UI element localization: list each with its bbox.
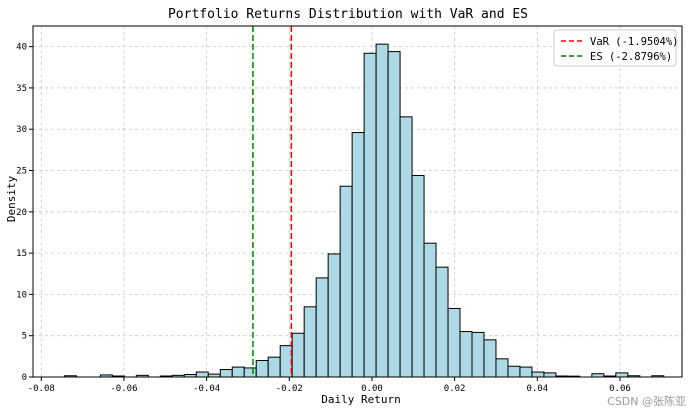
y-tick-label: 40 (16, 43, 27, 53)
legend-label: ES (-2.8796%) (590, 51, 672, 63)
histogram-bar (399, 116, 413, 378)
histogram-bar (351, 132, 365, 378)
histogram-bar (231, 366, 245, 378)
y-tick-label: 5 (22, 332, 27, 342)
x-tick-label: -0.08 (28, 384, 55, 394)
x-tick-label: -0.06 (110, 384, 137, 394)
y-tick-label: 30 (16, 125, 27, 135)
histogram-bar (243, 367, 257, 378)
y-tick-label: 35 (16, 84, 27, 94)
y-tick-label: 15 (16, 249, 27, 259)
histogram-bar (435, 266, 449, 378)
histogram-bar (255, 359, 269, 378)
histogram-bar (375, 43, 389, 378)
legend-box (553, 29, 677, 67)
histogram-bar (615, 372, 629, 378)
x-tick-label: -0.04 (193, 384, 220, 394)
y-tick-label: 0 (22, 373, 27, 383)
histogram-bar (483, 339, 497, 378)
histogram-bar (471, 331, 485, 378)
histogram-bar (543, 372, 557, 378)
chart-title: Portfolio Returns Distribution with VaR … (168, 7, 528, 22)
y-axis-label: Density (5, 175, 18, 222)
x-tick-label: 0.06 (609, 384, 631, 394)
x-axis-ticks: -0.08 -0.06 -0.04 -0.02 0.00 0.02 0.04 0.06 (28, 377, 631, 394)
histogram-bar (495, 358, 509, 378)
x-axis-label: Daily Return (321, 393, 400, 406)
x-tick-label: 0.04 (526, 384, 548, 394)
y-axis-ticks: 0 5 10 15 20 25 30 35 40 (16, 43, 33, 383)
x-tick-label: 0.02 (444, 384, 466, 394)
histogram-bar (267, 356, 281, 378)
watermark-text: CSDN @张陈亚 (607, 395, 686, 408)
histogram-bar (447, 307, 461, 378)
histogram-bar (363, 52, 377, 378)
histogram-bar (387, 51, 401, 378)
histogram-bars (63, 43, 665, 378)
x-tick-label: 0.00 (361, 384, 383, 394)
histogram-bar (411, 174, 425, 378)
histogram-bar (459, 331, 473, 378)
histogram-bar (339, 185, 353, 378)
histogram-bar (219, 369, 233, 378)
y-tick-label: 25 (16, 167, 27, 177)
plot-frame (32, 25, 683, 378)
histogram-bar (531, 371, 545, 378)
x-tick-label: -0.02 (276, 384, 303, 394)
histogram-bar (327, 253, 341, 378)
histogram-bar (315, 277, 329, 378)
legend-label: VaR (-1.9504%) (590, 36, 679, 48)
histogram-bar (423, 242, 437, 378)
histogram-bar (195, 371, 209, 378)
histogram-bar (279, 345, 293, 378)
y-tick-label: 10 (16, 290, 27, 300)
histogram-bar (303, 306, 317, 378)
reference-lines (252, 26, 293, 377)
histogram-bar (291, 332, 305, 378)
histogram-bar (519, 366, 533, 378)
histogram-bar (507, 365, 521, 378)
y-tick-label: 20 (16, 208, 27, 218)
legend: VaR (-1.9504%) ES (-2.8796%) (553, 29, 679, 67)
